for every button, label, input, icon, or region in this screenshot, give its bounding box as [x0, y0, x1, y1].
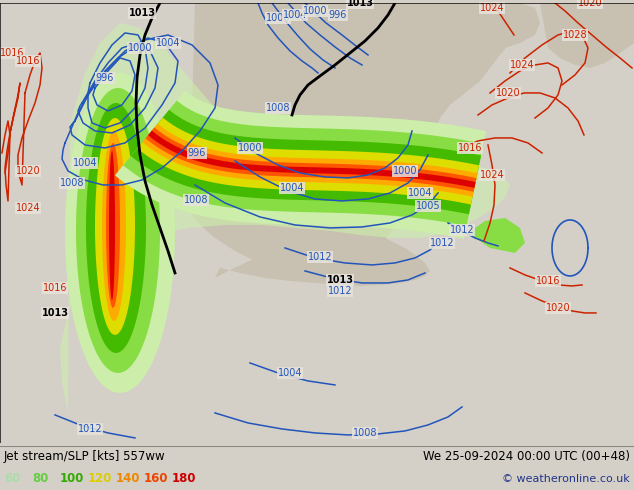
Text: 1020: 1020: [546, 303, 571, 313]
Text: 1012: 1012: [328, 286, 353, 296]
Text: 1005: 1005: [416, 201, 440, 211]
Text: 1024: 1024: [510, 60, 534, 70]
Text: 1008: 1008: [184, 195, 208, 205]
Text: 1004: 1004: [278, 368, 302, 378]
Text: 1012: 1012: [430, 238, 455, 248]
Text: 1008: 1008: [60, 178, 84, 188]
Text: 1012: 1012: [307, 252, 332, 262]
Polygon shape: [106, 143, 120, 308]
Text: 180: 180: [172, 472, 197, 486]
Text: 996: 996: [96, 73, 114, 83]
Polygon shape: [185, 3, 515, 273]
Text: 1020: 1020: [16, 166, 41, 176]
Text: 1000: 1000: [127, 43, 152, 53]
Text: 1012: 1012: [450, 225, 474, 235]
Polygon shape: [468, 218, 525, 253]
Polygon shape: [65, 73, 175, 393]
Text: 1013: 1013: [327, 275, 354, 285]
Polygon shape: [131, 110, 481, 214]
Text: 1013: 1013: [347, 0, 373, 8]
Text: 1008: 1008: [353, 428, 377, 438]
Text: 120: 120: [88, 472, 112, 486]
Text: 1016: 1016: [42, 283, 67, 293]
Polygon shape: [60, 23, 510, 413]
Text: 1008: 1008: [266, 103, 290, 113]
Text: 1004: 1004: [280, 183, 304, 193]
Polygon shape: [540, 3, 634, 68]
Text: 60: 60: [4, 472, 20, 486]
Text: 100: 100: [60, 472, 84, 486]
Polygon shape: [109, 151, 115, 300]
Polygon shape: [478, 3, 540, 48]
Text: 1020: 1020: [496, 88, 521, 98]
Polygon shape: [137, 118, 479, 204]
Text: 1013: 1013: [41, 308, 68, 318]
Text: 1016: 1016: [0, 48, 24, 58]
Polygon shape: [76, 88, 160, 373]
Text: 1004: 1004: [408, 188, 432, 198]
Polygon shape: [148, 131, 476, 188]
Text: 1004: 1004: [73, 158, 97, 168]
Text: 80: 80: [32, 472, 48, 486]
Polygon shape: [123, 100, 484, 226]
Polygon shape: [95, 118, 135, 335]
Text: 1016: 1016: [536, 276, 560, 286]
Text: Jet stream/SLP [kts] 557ww: Jet stream/SLP [kts] 557ww: [4, 450, 165, 464]
Text: 1016: 1016: [16, 56, 40, 66]
Polygon shape: [340, 33, 360, 47]
Polygon shape: [115, 91, 486, 239]
Text: 1000: 1000: [303, 6, 327, 16]
Text: 1024: 1024: [480, 170, 504, 180]
Text: 1004: 1004: [156, 38, 180, 48]
Polygon shape: [86, 103, 146, 353]
Text: 1000: 1000: [392, 166, 417, 176]
Text: 140: 140: [116, 472, 141, 486]
Text: 1024: 1024: [480, 3, 504, 13]
Polygon shape: [250, 23, 310, 45]
Polygon shape: [143, 123, 477, 196]
Text: 1024: 1024: [16, 203, 41, 213]
Text: We 25-09-2024 00:00 UTC (00+48): We 25-09-2024 00:00 UTC (00+48): [423, 450, 630, 464]
Polygon shape: [215, 233, 430, 286]
Polygon shape: [146, 127, 476, 192]
Text: 996: 996: [329, 10, 347, 20]
Text: 996: 996: [188, 148, 206, 158]
Text: 1004: 1004: [283, 10, 307, 20]
Text: © weatheronline.co.uk: © weatheronline.co.uk: [502, 474, 630, 484]
Text: 1020: 1020: [578, 0, 602, 8]
Text: 1016: 1016: [458, 143, 482, 153]
Text: 1008: 1008: [266, 13, 290, 23]
Text: 1013: 1013: [129, 8, 155, 18]
Text: 1012: 1012: [78, 424, 102, 434]
Text: 1000: 1000: [238, 143, 262, 153]
Polygon shape: [102, 131, 126, 321]
Text: 160: 160: [144, 472, 169, 486]
Polygon shape: [372, 8, 430, 71]
Text: 1028: 1028: [563, 30, 587, 40]
